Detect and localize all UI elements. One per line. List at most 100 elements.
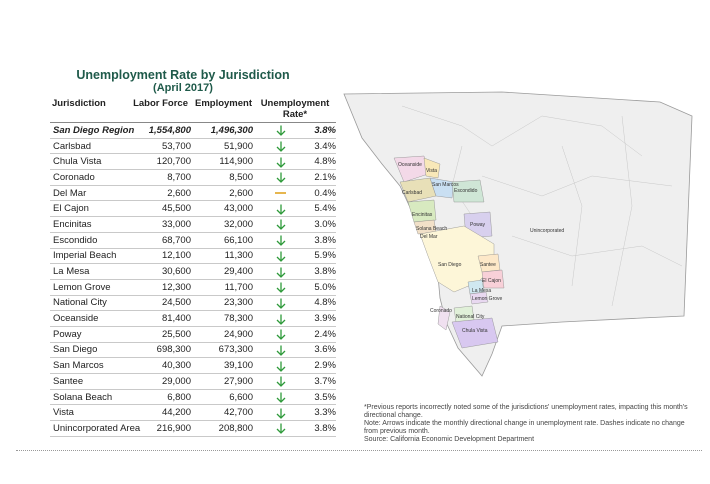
employment-cell: 32,000 xyxy=(191,216,253,233)
labor-force-cell: 8,700 xyxy=(135,169,191,186)
employment-cell: 39,100 xyxy=(191,357,253,374)
arrow-down-icon xyxy=(276,141,285,152)
map-label-la-mesa: La Mesa xyxy=(472,288,491,294)
change-indicator-cell xyxy=(253,357,308,374)
arrow-down-icon xyxy=(276,219,285,231)
jurisdiction-cell: Santee xyxy=(50,373,135,390)
table-row: Vista 44,200 42,700 3.3% xyxy=(50,404,336,422)
labor-force-cell: 698,300 xyxy=(135,342,191,359)
footnote-correction: *Previous reports incorrectly noted some… xyxy=(364,404,688,419)
map-label-del-mar: Del Mar xyxy=(420,234,438,240)
employment-cell: 24,900 xyxy=(191,326,253,343)
labor-force-cell: 24,500 xyxy=(135,295,191,312)
labor-force-cell: 53,700 xyxy=(135,138,191,155)
employment-cell: 23,300 xyxy=(191,295,253,312)
unemployment-rate-cell: 3.8% xyxy=(308,122,336,139)
employment-cell: 11,300 xyxy=(191,248,253,265)
encinitas-area xyxy=(407,199,437,223)
arrow-down-icon xyxy=(276,298,285,309)
jurisdiction-cell: Vista xyxy=(50,404,135,422)
labor-force-cell: 12,300 xyxy=(135,279,191,296)
jurisdiction-cell: National City xyxy=(50,295,135,312)
unemployment-rate-cell: 3.8% xyxy=(308,420,336,437)
unemployment-rate-cell: 0.4% xyxy=(308,185,336,202)
dotted-divider xyxy=(16,450,702,451)
labor-force-cell: 1,554,800 xyxy=(135,122,191,139)
employment-cell: 114,900 xyxy=(191,153,253,171)
change-indicator-cell xyxy=(253,420,308,437)
change-indicator-cell xyxy=(253,200,308,218)
change-indicator-cell xyxy=(253,169,308,186)
change-indicator-cell xyxy=(253,122,308,139)
jurisdiction-map: Oceanside Vista Carlsbad San Marcos Esco… xyxy=(343,91,693,377)
jurisdiction-cell: Coronado xyxy=(50,169,135,186)
arrow-down-icon xyxy=(276,408,285,419)
labor-force-cell: 81,400 xyxy=(135,310,191,327)
la-mesa-area xyxy=(467,279,485,295)
employment-cell: 2,600 xyxy=(191,185,253,202)
arrow-down-icon xyxy=(276,376,285,388)
community-boundaries xyxy=(401,105,683,307)
employment-cell: 43,000 xyxy=(191,200,253,218)
header-labor-force: Labor Force xyxy=(133,98,188,109)
table-row: National City 24,500 23,300 4.8% xyxy=(50,295,336,312)
escondido-area xyxy=(451,179,485,203)
coronado-area xyxy=(437,305,451,331)
arrow-down-icon xyxy=(276,392,285,403)
change-indicator-cell xyxy=(253,404,308,422)
employment-cell: 42,700 xyxy=(191,404,253,422)
map-label-lemon-grove: Lemon Grove xyxy=(472,296,503,302)
jurisdiction-cell: El Cajon xyxy=(50,200,135,218)
map-label-oceanside: Oceanside xyxy=(398,162,422,168)
jurisdiction-cell: Oceanside xyxy=(50,310,135,327)
unemployment-rate-cell: 5.9% xyxy=(308,248,336,265)
jurisdiction-cell: San Marcos xyxy=(50,357,135,374)
labor-force-cell: 6,800 xyxy=(135,389,191,406)
employment-cell: 6,600 xyxy=(191,389,253,406)
jurisdiction-cell: Carlsbad xyxy=(50,138,135,155)
unemployment-rate-cell: 2.9% xyxy=(308,357,336,374)
change-indicator-cell xyxy=(253,216,308,233)
table-row: Coronado 8,700 8,500 2.1% xyxy=(50,169,336,186)
jurisdiction-cell: San Diego Region xyxy=(50,122,135,139)
title-text: Unemployment Rate by Jurisdiction xyxy=(76,68,290,82)
change-indicator-cell xyxy=(253,310,308,327)
unemployment-rate-cell: 3.3% xyxy=(308,404,336,422)
map-label-escondido: Escondido xyxy=(454,188,478,194)
labor-force-cell: 45,500 xyxy=(135,200,191,218)
employment-cell: 11,700 xyxy=(191,279,253,296)
arrow-down-icon xyxy=(276,235,285,247)
chula-vista-area xyxy=(451,317,499,349)
labor-force-cell: 30,600 xyxy=(135,263,191,280)
el-cajon-area xyxy=(481,269,505,289)
employment-cell: 1,496,300 xyxy=(191,122,253,139)
arrow-down-icon xyxy=(276,329,285,341)
jurisdiction-cell: Escondido xyxy=(50,232,135,249)
change-indicator-cell xyxy=(253,263,308,280)
table-row: Santee 29,000 27,900 3.7% xyxy=(50,373,336,390)
lemon-grove-area xyxy=(469,291,489,305)
unemployment-rate-cell: 3.0% xyxy=(308,216,336,233)
unemployment-rate-cell: 3.8% xyxy=(308,263,336,280)
unemployment-rate-cell: 5.0% xyxy=(308,279,336,296)
arrow-down-icon xyxy=(276,361,285,372)
dash-icon xyxy=(275,192,286,195)
unemployment-rate-cell: 2.4% xyxy=(308,326,336,343)
unemployment-rate-cell: 3.8% xyxy=(308,232,336,249)
jurisdiction-cell: Unincorporated Area xyxy=(50,420,140,437)
labor-force-cell: 2,600 xyxy=(135,185,191,202)
change-indicator-cell xyxy=(253,342,308,359)
footnote-source: Source: California Economic Development … xyxy=(364,436,535,443)
unemployment-rate-cell: 4.8% xyxy=(308,153,336,171)
labor-force-cell: 68,700 xyxy=(135,232,191,249)
table-row: Encinitas 33,000 32,000 3.0% xyxy=(50,216,336,233)
map-label-national-city: National City xyxy=(456,314,485,320)
table-row: San Diego Region 1,554,800 1,496,300 3.8% xyxy=(50,122,336,139)
employment-cell: 208,800 xyxy=(191,420,253,437)
table-row: Escondido 68,700 66,100 3.8% xyxy=(50,232,336,249)
labor-force-cell: 40,300 xyxy=(135,357,191,374)
unemployment-rate-cell: 3.4% xyxy=(308,138,336,155)
vista-area xyxy=(423,157,441,179)
map-label-santee: Santee xyxy=(480,262,496,268)
map-label-chula-vista: Chula Vista xyxy=(462,328,488,334)
